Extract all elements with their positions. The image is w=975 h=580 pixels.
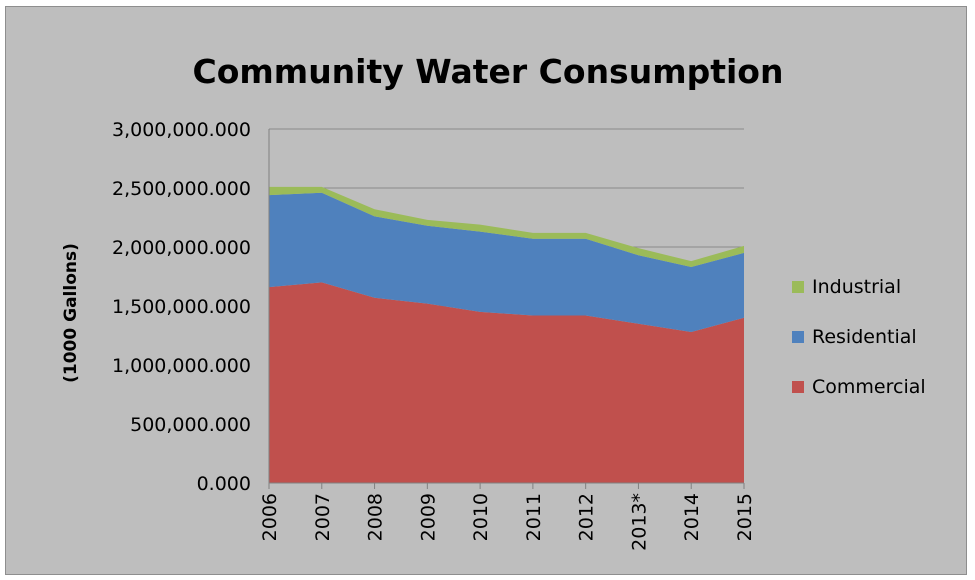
chart-title: Community Water Consumption (193, 52, 784, 91)
legend: Industrial Residential Commercial (792, 276, 926, 398)
x-tick-label: 2015 (734, 493, 756, 541)
y-tick-label: 2,000,000.000 (112, 237, 251, 259)
axes (268, 129, 745, 489)
y-tick-labels: 0.000 500,000.000 1,000,000.000 1,500,000.0… (112, 119, 251, 495)
x-tick-label: 2010 (470, 493, 492, 541)
x-tick-labels: 2006 2007 2008 2009 2010 2011 2012 2013* 2014 201… (259, 493, 756, 551)
chart-svg: Community Water Consumption (1000 Gallon… (61, 52, 926, 551)
y-tick-label: 3,000,000.000 (112, 119, 251, 141)
area-industrial (269, 186, 744, 268)
y-tick-label: 1,500,000.000 (112, 296, 251, 318)
x-tick-label: 2014 (681, 493, 703, 541)
y-tick-label: 1,000,000.000 (112, 355, 251, 377)
y-axis-label: (1000 Gallons) (61, 243, 81, 383)
x-tick-label: 2013* (628, 493, 650, 551)
y-tick-label: 0.000 (197, 473, 251, 495)
chart-frame: Community Water Consumption (1000 Gallon… (5, 6, 967, 575)
x-tick-label: 2011 (523, 493, 545, 541)
x-tick-label: 2006 (259, 493, 281, 541)
x-tick-label: 2009 (417, 493, 439, 541)
x-tick-label: 2012 (576, 493, 598, 541)
area-residential (269, 192, 744, 332)
x-tick-label: 2007 (312, 493, 334, 541)
legend-swatch-commercial (792, 381, 804, 393)
legend-label-commercial: Commercial (812, 376, 926, 398)
legend-label-industrial: Industrial (812, 276, 901, 298)
y-tick-label: 2,500,000.000 (112, 178, 251, 200)
legend-swatch-industrial (792, 281, 804, 293)
area-commercial (269, 282, 744, 483)
y-tick-label: 500,000.000 (130, 414, 251, 436)
plot-areas (269, 186, 744, 483)
legend-label-residential: Residential (812, 326, 917, 348)
legend-swatch-residential (792, 331, 804, 343)
x-tick-label: 2008 (365, 493, 387, 541)
